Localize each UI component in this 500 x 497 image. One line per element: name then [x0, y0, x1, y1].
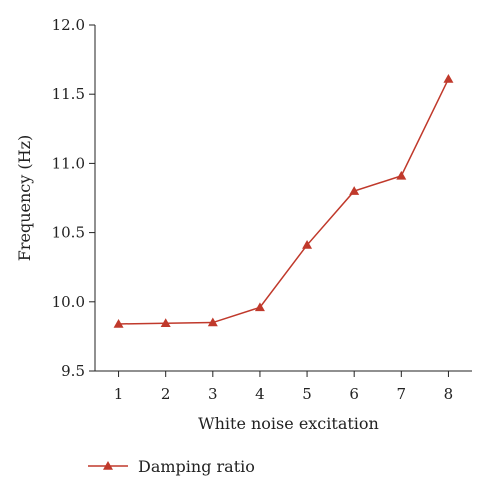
x-tick-label: 4	[255, 385, 265, 403]
x-tick-label: 3	[208, 385, 218, 403]
y-tick-label: 12.0	[52, 16, 85, 34]
legend-label: Damping ratio	[138, 457, 255, 476]
x-tick-label: 2	[161, 385, 171, 403]
x-axis-title: White noise excitation	[198, 414, 379, 433]
y-tick-label: 10.5	[52, 224, 85, 242]
data-point-marker	[443, 73, 454, 83]
data-point-marker	[349, 186, 360, 195]
x-tick-label: 7	[397, 385, 407, 403]
series-group	[113, 73, 454, 328]
x-tick-label: 8	[444, 385, 454, 403]
data-point-marker	[302, 240, 313, 249]
data-point-marker	[113, 318, 124, 328]
x-tick-label: 1	[114, 385, 124, 403]
y-axis: 9.5 10.0 10.5 11.0 11.5 12.0	[52, 16, 96, 380]
series-line	[118, 78, 450, 325]
data-point-marker	[207, 317, 218, 327]
x-tick-label: 5	[302, 385, 312, 403]
y-tick-label: 10.0	[52, 293, 85, 311]
x-tick-label: 6	[349, 385, 359, 403]
data-point-marker	[160, 318, 171, 328]
y-tick-label: 11.0	[52, 154, 85, 172]
data-point-marker	[396, 170, 407, 180]
y-axis-title: Frequency (Hz)	[15, 135, 34, 262]
x-axis: 1 2 3 4 5 6 7 8	[95, 370, 472, 403]
data-point-marker	[254, 302, 265, 312]
legend: Damping ratio	[88, 457, 255, 476]
y-tick-label: 11.5	[52, 85, 85, 103]
y-tick-label: 9.5	[61, 362, 85, 380]
legend-marker-triangle	[103, 461, 113, 470]
